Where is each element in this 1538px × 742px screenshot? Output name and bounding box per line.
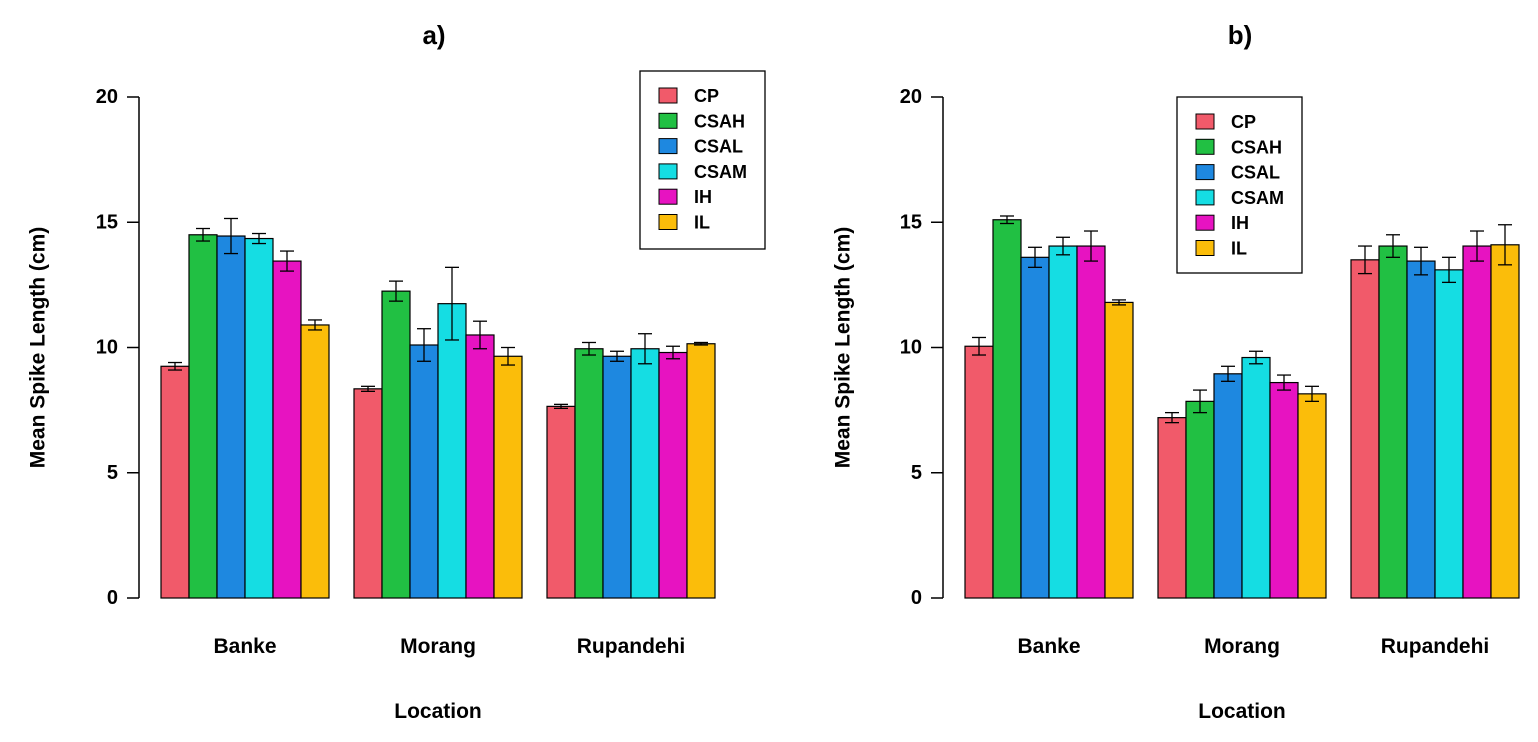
- bar: [216, 235, 246, 599]
- bar: [1213, 373, 1243, 599]
- bar: [1076, 245, 1106, 599]
- bar: [409, 344, 439, 599]
- bar: [1490, 244, 1520, 599]
- legend-label: IL: [1231, 239, 1247, 259]
- bar: [272, 260, 302, 599]
- bar: [1434, 269, 1464, 599]
- bar: [686, 343, 716, 599]
- x-axis-label: Location: [394, 700, 482, 723]
- bar: [630, 348, 660, 599]
- bar: [465, 334, 495, 599]
- x-axis-label: Location: [1198, 700, 1286, 723]
- legend-label: CSAH: [694, 111, 745, 131]
- bar: [964, 345, 994, 599]
- chart-panel-0: a) 0 5 10 15 20 Mean Spike Length (cm) Location…: [27, 20, 766, 723]
- x-category-label: Rupandehi: [577, 635, 686, 658]
- bar: [1350, 259, 1380, 599]
- bar: [437, 303, 467, 599]
- bar: [160, 365, 190, 599]
- bar: [1406, 260, 1436, 599]
- x-category-label: Rupandehi: [1381, 635, 1490, 658]
- bar: [300, 324, 330, 599]
- bar: [1462, 245, 1492, 599]
- legend-swatch: [658, 188, 678, 205]
- bar: [381, 290, 411, 599]
- legend-swatch: [1195, 240, 1215, 256]
- legend-swatch: [658, 112, 678, 129]
- bar: [1104, 301, 1134, 599]
- bar: [1241, 356, 1271, 599]
- x-category-label: Banke: [1017, 635, 1080, 658]
- bar: [493, 355, 523, 599]
- x-category-label: Banke: [213, 635, 276, 658]
- bar: [574, 348, 604, 599]
- legend-label: CSAM: [694, 162, 747, 182]
- bar: [546, 405, 576, 599]
- x-category-label: Morang: [400, 635, 476, 658]
- bar: [1378, 245, 1408, 599]
- legend-swatch: [1195, 189, 1215, 206]
- bar: [1185, 400, 1215, 599]
- legend-label: IH: [1231, 213, 1249, 233]
- legend-swatch: [1195, 138, 1215, 155]
- bar: [1048, 245, 1078, 599]
- y-tick-label: 15: [900, 211, 922, 233]
- y-tick-label: 15: [96, 211, 118, 233]
- bar: [188, 234, 218, 599]
- bar: [602, 355, 632, 599]
- bar: [1269, 381, 1299, 599]
- legend-swatch: [1195, 214, 1215, 231]
- y-axis-label: Mean Spike Length (cm): [27, 227, 50, 469]
- legend-swatch: [1195, 164, 1215, 181]
- y-tick-label: 10: [900, 337, 922, 359]
- legend-label: CP: [694, 86, 719, 106]
- legend-swatch: [658, 163, 678, 180]
- legend-swatch: [658, 214, 678, 230]
- legend-swatch: [658, 138, 678, 155]
- x-category-label: Morang: [1204, 635, 1280, 658]
- y-tick-label: 10: [96, 337, 118, 359]
- bar: [658, 351, 688, 599]
- y-tick-label: 20: [900, 86, 922, 108]
- y-tick-label: 5: [107, 462, 118, 484]
- legend-label: CSAM: [1231, 188, 1284, 208]
- legend-label: CSAH: [1231, 137, 1282, 157]
- bar: [244, 237, 274, 599]
- legend-label: IL: [694, 213, 710, 233]
- legend-label: CP: [1231, 112, 1256, 132]
- y-axis-label: Mean Spike Length (cm): [832, 227, 855, 469]
- bar: [1020, 256, 1050, 599]
- legend-label: CSAL: [694, 137, 743, 157]
- y-tick-label: 5: [911, 462, 922, 484]
- chart-panel-1: b) 0 5 10 15 20 Mean Spike Length (cm) Location…: [832, 20, 1520, 723]
- legend-swatch: [658, 87, 678, 104]
- legend: CP CSAH CSAL CSAM IH IL: [639, 70, 766, 250]
- legend-label: CSAL: [1231, 163, 1280, 183]
- legend: CP CSAH CSAL CSAM IH IL: [1176, 96, 1303, 274]
- chart-title: a): [422, 20, 445, 50]
- chart-title: b): [1228, 20, 1253, 50]
- y-tick-label: 0: [107, 587, 118, 609]
- bar: [353, 388, 383, 599]
- bar: [992, 219, 1022, 599]
- bar: [1297, 393, 1327, 599]
- legend-label: IH: [694, 187, 712, 207]
- bar: [1157, 417, 1187, 599]
- y-tick-label: 20: [96, 86, 118, 108]
- legend-swatch: [1195, 113, 1215, 130]
- y-tick-label: 0: [911, 587, 922, 609]
